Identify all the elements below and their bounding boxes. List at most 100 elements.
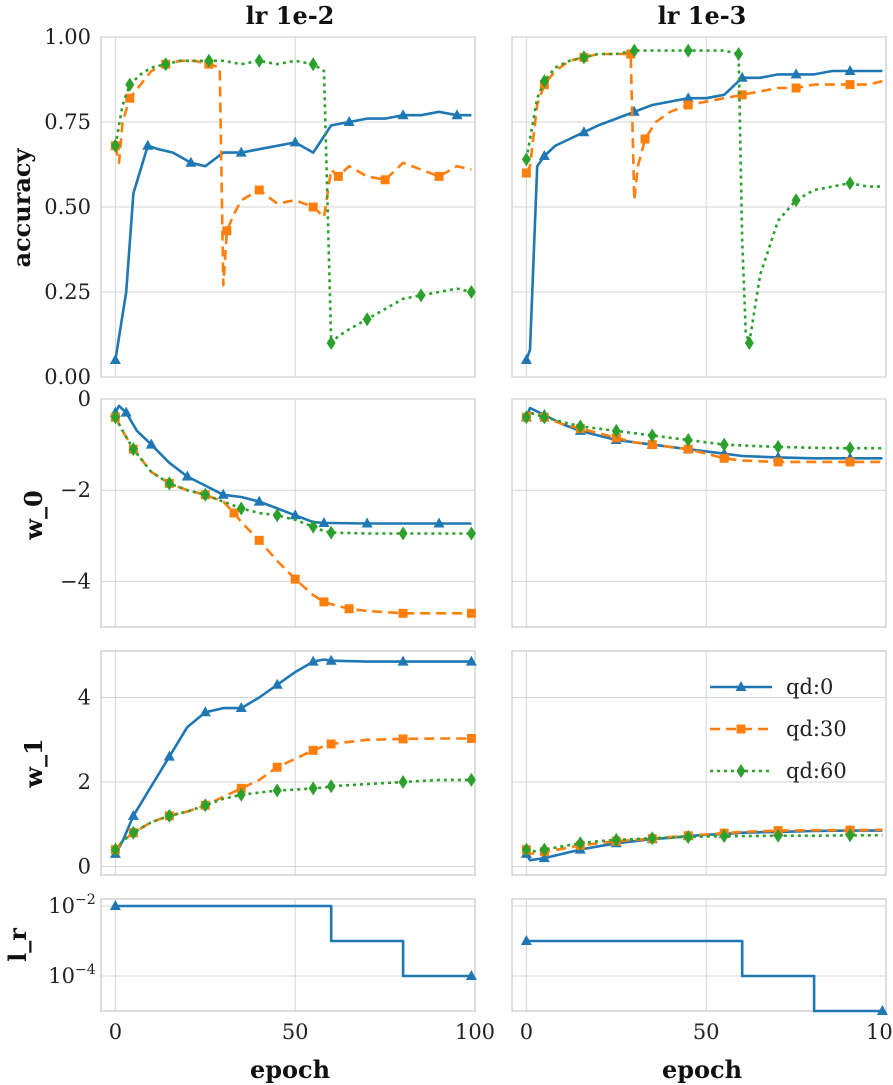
marker-triangle (145, 438, 157, 449)
series-line-qd60 (114, 416, 472, 535)
ytick-exponent: −4 (75, 962, 96, 978)
panel-frame (511, 898, 887, 1012)
marker-square (719, 453, 729, 463)
marker-diamond (125, 77, 135, 92)
marker-diamond (466, 285, 476, 299)
marker-triangle (343, 116, 355, 126)
marker-diamond (326, 336, 336, 350)
ylabel-accuracy: accuracy (7, 147, 36, 267)
ytick-label: 0 (78, 387, 91, 411)
marker-diamond (575, 836, 585, 851)
xtick-label: 0 (520, 1020, 533, 1044)
marker-square (466, 733, 476, 743)
ytick-label: 10 (48, 894, 75, 918)
series-line-qd0 (525, 69, 883, 361)
marker-diamond (272, 508, 282, 523)
marker-triangle (361, 517, 373, 528)
marker-square (773, 457, 783, 467)
marker-diamond (466, 772, 476, 787)
marker-diamond (128, 825, 138, 840)
xtick-label: 100 (866, 1020, 893, 1044)
marker-diamond (629, 43, 639, 58)
marker-square (398, 734, 408, 744)
marker-diamond (416, 288, 426, 303)
ytick-label: 0.00 (44, 365, 91, 389)
marker-diamond (362, 312, 372, 327)
marker-diamond (164, 476, 174, 491)
marker-square (326, 739, 336, 749)
marker-diamond (539, 842, 549, 857)
ytick-label: −4 (60, 569, 91, 593)
marker-triangle (538, 852, 550, 863)
marker-square (290, 574, 300, 584)
ytick-label: 2 (78, 770, 91, 794)
panel-l_r-lr-1e-3: 0 50 100 (511, 898, 893, 1044)
marker-triangle (433, 517, 445, 528)
marker-triangle (465, 655, 477, 666)
marker-diamond (773, 439, 783, 454)
marker-diamond (611, 423, 621, 438)
marker-square (272, 762, 282, 772)
series-line-qd0 (526, 939, 883, 1013)
marker-triangle (120, 406, 132, 417)
panel-accuracy-lr-1e-2: 0.00 0.25 0.50 0.75 1.00 (44, 25, 476, 389)
marker-diamond (110, 842, 120, 857)
marker-square (254, 185, 264, 195)
marker-diamond (236, 501, 246, 516)
marker-triangle (289, 136, 301, 147)
marker-diamond (236, 787, 246, 802)
marker-diamond (845, 176, 855, 191)
marker-square (683, 444, 693, 454)
marker-square (683, 100, 693, 110)
marker-diamond (326, 779, 336, 794)
marker-triangle (185, 156, 197, 167)
marker-diamond (683, 829, 693, 844)
marker-square (845, 457, 855, 467)
marker-triangle (318, 517, 330, 528)
series-line-qd60 (114, 59, 472, 345)
series-line-qd30 (525, 411, 883, 464)
marker-diamond (719, 437, 729, 452)
marker-square (647, 440, 657, 450)
marker-square (791, 83, 801, 93)
marker-triangle (127, 809, 139, 820)
marker-triangle (520, 354, 532, 364)
ylabel-w0: w_0 (19, 490, 48, 540)
marker-triangle (253, 495, 265, 506)
column-title-lr-1e-2: lr 1e-2 (246, 1, 335, 30)
marker-diamond (521, 842, 531, 857)
series-line-qd30 (525, 828, 883, 856)
marker-triangle (109, 900, 121, 910)
marker-square (845, 80, 855, 90)
xtick-label: 0 (109, 1020, 122, 1044)
legend: qd:0 qd:30 qd:60 (710, 675, 847, 783)
marker-diamond (164, 808, 174, 823)
marker-diamond (579, 50, 589, 65)
marker-triangle (199, 706, 211, 717)
ytick-exponent: −2 (75, 892, 96, 908)
marker-diamond (575, 419, 585, 434)
ytick-label: 4 (78, 685, 91, 709)
marker-diamond (521, 152, 531, 167)
ytick-label: 1.00 (44, 25, 91, 49)
marker-diamond (398, 775, 408, 790)
marker-diamond (683, 433, 693, 448)
series-line-qd0 (114, 404, 472, 525)
marker-diamond (647, 428, 657, 443)
series-line-qd60 (114, 778, 472, 851)
ytick-label: −2 (60, 478, 91, 502)
series-line-qd60 (525, 411, 883, 450)
marker-square (434, 171, 444, 181)
marker-triangle (682, 92, 694, 103)
marker-diamond (308, 57, 318, 72)
panel-frame (100, 898, 476, 1012)
marker-triangle (235, 146, 247, 157)
xtick-label: 100 (455, 1020, 495, 1044)
ylabel-lr: l_r (3, 928, 32, 962)
legend-label-qd60: qd:60 (786, 759, 847, 783)
marker-triangle (844, 65, 856, 75)
marker-diamond (683, 43, 693, 58)
marker-square (308, 745, 318, 755)
marker-triangle (307, 655, 319, 666)
marker-diamond (736, 764, 746, 778)
